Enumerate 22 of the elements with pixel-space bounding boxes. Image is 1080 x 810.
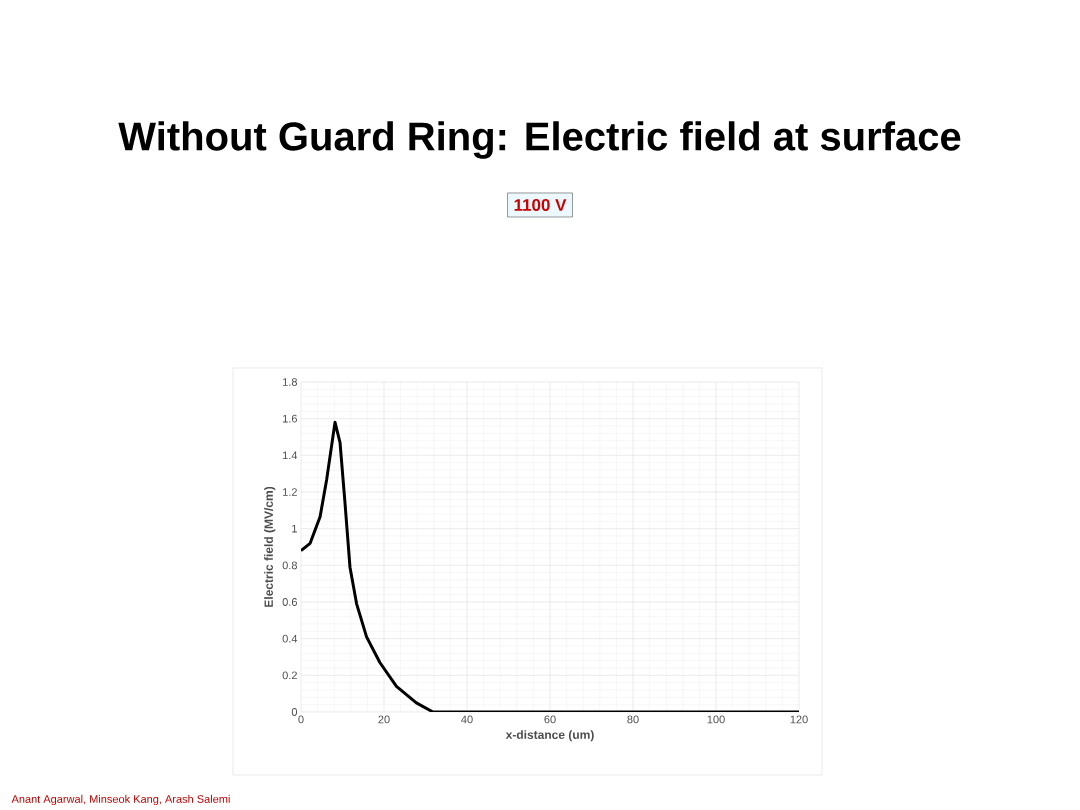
y-tick-label: 1.6 [283, 414, 297, 423]
y-tick-label: 0.6 [282, 598, 297, 606]
x-tick-label: 100 [707, 715, 725, 724]
text: Anant Agarwal, Minseok Kang, Arash Salemi [11, 794, 230, 806]
x-tick-label: 80 [627, 715, 639, 724]
chart-title: Without Guard Ring: Electric field at surface [118, 121, 961, 159]
y-tick-label: 0 [291, 708, 298, 716]
y-tick-label: 1.2 [283, 488, 297, 496]
x-tick-label: 40 [461, 715, 473, 724]
x-tick-label: 20 [378, 715, 390, 724]
y-tick-label: 1.4 [283, 451, 298, 460]
y-tick-label: 1 [292, 524, 297, 533]
text: 1100 V [514, 198, 567, 212]
x-tick-label: 120 [790, 715, 808, 724]
x-tick-label: 0 [298, 715, 304, 724]
y-axis-title: Electric field (MV/cm) [264, 486, 276, 607]
y-tick-label: 0.2 [282, 671, 297, 680]
y-tick-label: 1.8 [283, 378, 297, 386]
x-tick-label: 60 [544, 715, 556, 724]
y-tick-label: 0.8 [282, 561, 297, 570]
y-tick-label: 0.4 [282, 634, 298, 643]
x-axis-title: x-distance (um) [505, 730, 594, 742]
